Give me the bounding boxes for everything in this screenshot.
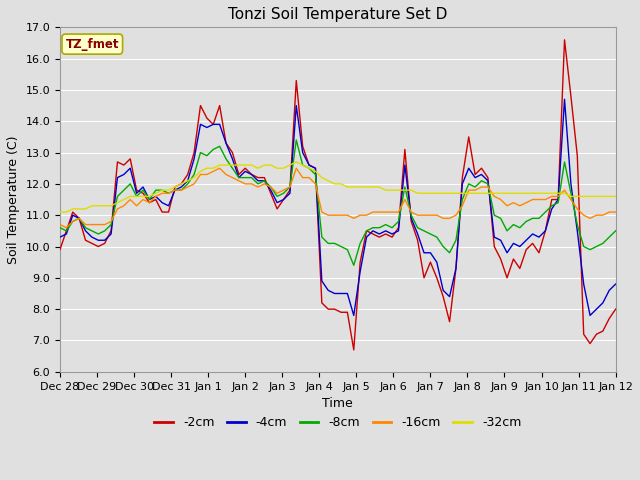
Legend: -2cm, -4cm, -8cm, -16cm, -32cm: -2cm, -4cm, -8cm, -16cm, -32cm bbox=[149, 411, 526, 434]
Text: TZ_fmet: TZ_fmet bbox=[65, 37, 119, 50]
Y-axis label: Soil Temperature (C): Soil Temperature (C) bbox=[7, 135, 20, 264]
X-axis label: Time: Time bbox=[323, 397, 353, 410]
Title: Tonzi Soil Temperature Set D: Tonzi Soil Temperature Set D bbox=[228, 7, 447, 22]
